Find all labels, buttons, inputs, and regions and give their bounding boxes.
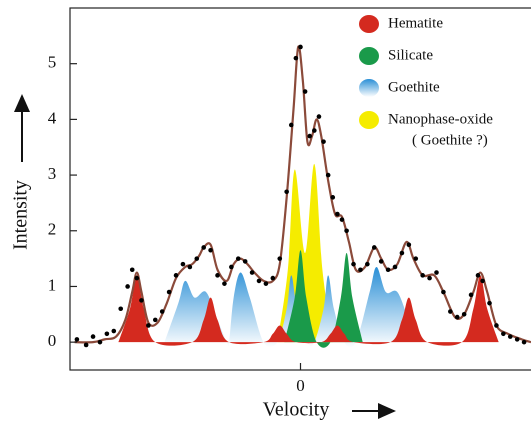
annotation: ( Goethite ?) [412, 132, 488, 148]
data-point [83, 342, 89, 348]
data-point [378, 259, 384, 264]
data-point [201, 245, 206, 250]
legend-label: Nanophase-oxide [388, 111, 493, 127]
axes: 0 1 2 3 4 5 0 [48, 53, 305, 395]
data-point [215, 273, 220, 278]
y-tick-label: 0 [48, 331, 57, 350]
data-point [371, 245, 377, 250]
data-point [312, 128, 317, 133]
data-point [494, 323, 499, 328]
data-point [454, 314, 460, 320]
component-area [284, 250, 363, 348]
data-point [358, 267, 363, 273]
data-point [351, 261, 356, 267]
data-point [339, 217, 345, 222]
y-tick-label: 1 [48, 275, 57, 294]
legend-marker [359, 111, 379, 129]
data-point [406, 242, 412, 247]
data-point [434, 270, 439, 275]
x-tick-label: 0 [296, 376, 305, 395]
data-point [480, 278, 485, 284]
data-point [420, 273, 425, 278]
data-point [270, 275, 276, 281]
data-point [111, 328, 117, 334]
data-point [461, 312, 467, 317]
legend-marker [359, 47, 379, 65]
data-point [242, 259, 248, 264]
data-point [413, 256, 419, 261]
data-point [187, 264, 193, 270]
data-point [475, 273, 481, 278]
data-point [501, 331, 506, 337]
data-point [129, 267, 135, 273]
data-point [325, 172, 331, 178]
data-point [173, 273, 179, 278]
data-point [521, 339, 527, 345]
y-tick-label: 3 [48, 164, 57, 183]
data-point [194, 256, 200, 261]
y-axis-label: Intensity [10, 180, 32, 250]
data-point [222, 281, 227, 286]
data-point [139, 298, 144, 303]
legend: Hematite Silicate Goethite Nanophase-oxide [359, 15, 493, 129]
data-point [277, 256, 283, 261]
data-point [90, 334, 96, 339]
data-point [152, 317, 158, 323]
data-point [288, 122, 294, 128]
data-point [249, 270, 255, 275]
plot-area [74, 44, 531, 348]
data-point [284, 189, 289, 195]
data-point [180, 261, 186, 267]
data-point [125, 284, 130, 289]
data-point [74, 337, 80, 342]
data-point [302, 89, 308, 94]
data-point [335, 211, 340, 217]
y-tick-label: 5 [48, 53, 57, 72]
data-point [399, 250, 405, 256]
data-point [365, 261, 370, 267]
data-point [229, 264, 234, 270]
legend-label: Goethite [388, 79, 440, 95]
data-point [298, 44, 303, 50]
data-point [307, 133, 313, 139]
data-point [468, 292, 474, 298]
data-point [208, 247, 213, 253]
data-point [316, 114, 322, 119]
data-point [166, 289, 172, 295]
data-point [385, 267, 391, 273]
data-point [134, 275, 140, 281]
y-tick-label: 2 [48, 220, 57, 239]
data-point [514, 337, 520, 342]
data-point [448, 309, 453, 314]
legend-marker [359, 15, 379, 33]
plot-frame [69, 7, 531, 371]
legend-label: Silicate [388, 47, 433, 63]
data-point [487, 300, 492, 306]
data-point [97, 339, 103, 345]
data-point [321, 139, 326, 144]
data-point [330, 195, 336, 200]
data-point [507, 334, 513, 339]
data-point [263, 281, 269, 286]
component-area [164, 266, 421, 348]
data-point [235, 256, 241, 261]
y-tick-label: 4 [48, 108, 57, 127]
component-area [118, 275, 499, 346]
data-point [427, 275, 432, 281]
data-point [392, 264, 398, 270]
legend-label: Hematite [388, 15, 443, 31]
data-point [159, 309, 165, 314]
data-point [118, 306, 124, 312]
data-point [256, 278, 262, 284]
data-point [104, 331, 110, 337]
data-point [344, 228, 349, 234]
data-point [293, 55, 299, 61]
x-axis-label: Velocity [263, 399, 330, 421]
data-point [441, 289, 446, 295]
legend-marker [359, 79, 379, 97]
data-point [146, 323, 151, 328]
